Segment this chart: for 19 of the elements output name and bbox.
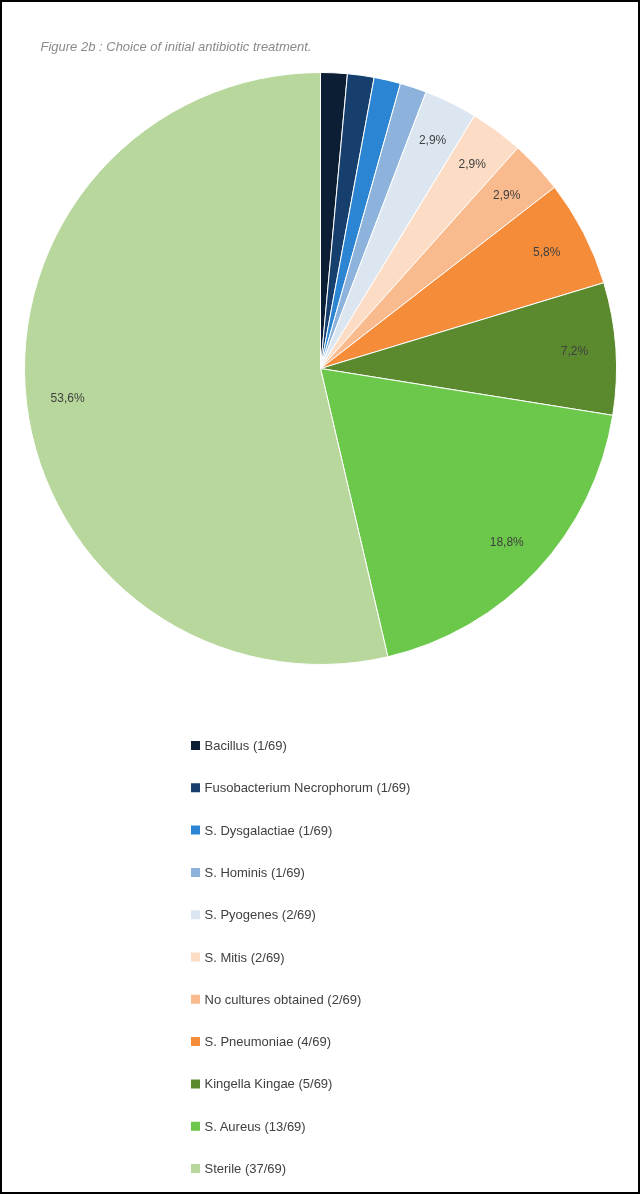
legend-label: S. Hominis (1/69): [204, 864, 305, 880]
data-label: 2,9%: [493, 187, 521, 202]
legend-label: Kingella Kingae (5/69): [204, 1076, 333, 1092]
legend-label: S. Dysgalactiae (1/69): [204, 822, 333, 838]
data-label: 7,2%: [560, 344, 589, 359]
data-label: 2,9%: [418, 132, 447, 147]
chart-title: Figure 2b : Choice of initial antibiotic treatment.: [40, 39, 312, 54]
legend-label: S. Aureus (13/69): [204, 1118, 306, 1134]
legend-label: Sterile (37/69): [204, 1161, 287, 1176]
legend-label: Bacillus (1/69): [204, 738, 287, 753]
legend-label: S. Mitis (2/69): [204, 949, 285, 965]
legend-label: S. Pneumoniae (4/69): [204, 1034, 331, 1050]
legend-label: S. Pyogenes (2/69): [204, 907, 316, 923]
data-label: 53,6%: [50, 390, 85, 405]
data-label: 2,9%: [458, 157, 487, 172]
data-label: 5,8%: [533, 244, 561, 259]
legend-label: No cultures obtained (2/69): [204, 991, 362, 1007]
legend-label: Fusobacterium Necrophorum (1/69): [204, 780, 411, 796]
data-label: 18,8%: [489, 535, 525, 550]
